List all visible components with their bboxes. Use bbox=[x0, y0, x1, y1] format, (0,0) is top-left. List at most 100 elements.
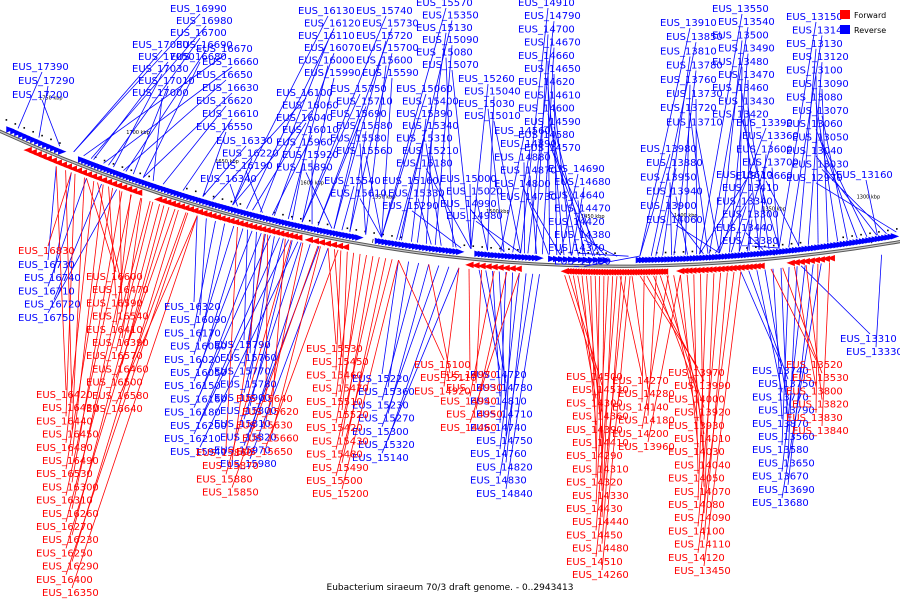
forward-gene-label: EUS_15510 bbox=[306, 397, 363, 408]
reverse-gene-label: EUS_16000 bbox=[298, 56, 355, 67]
leader-line bbox=[249, 244, 311, 433]
reverse-gene-label: EUS_16160 bbox=[170, 394, 227, 405]
leader-line bbox=[695, 127, 720, 254]
reverse-gene-label: EUS_15260 bbox=[458, 74, 515, 85]
reverse-gene-label: EUS_16190 bbox=[216, 161, 273, 172]
forward-gene-label: EUS_16640 bbox=[86, 404, 143, 415]
forward-gene-label: EUS_14000 bbox=[668, 394, 725, 405]
leader-line bbox=[108, 37, 201, 166]
reverse-gene-label: EUS_15040 bbox=[464, 86, 521, 97]
scale-label: 1550 kbp bbox=[372, 194, 396, 200]
reverse-gene-label: EUS_16550 bbox=[196, 122, 253, 133]
reverse-gene-label: EUS_13070 bbox=[792, 106, 849, 117]
leader-line bbox=[71, 215, 198, 589]
reverse-gene-label: EUS_15390 bbox=[396, 109, 453, 120]
leader-line bbox=[728, 53, 749, 253]
leader-line bbox=[487, 108, 505, 252]
scale-dot bbox=[23, 127, 26, 129]
forward-gene-glyph bbox=[501, 264, 510, 272]
leader-line bbox=[751, 245, 780, 249]
reverse-gene-label: EUS_14740 bbox=[470, 423, 527, 434]
forward-gene-label: EUS_14920 bbox=[414, 386, 471, 397]
reverse-gene-label: EUS_15810 bbox=[214, 419, 271, 430]
leader-line bbox=[520, 7, 549, 254]
forward-gene-glyph bbox=[334, 242, 344, 250]
forward-gene-label: EUS_16410 bbox=[86, 325, 143, 336]
leader-line bbox=[65, 170, 73, 404]
reverse-gene-label: EUS_13160 bbox=[836, 170, 893, 181]
forward-gene-label: EUS_14410 bbox=[572, 438, 629, 449]
reverse-gene-glyph bbox=[602, 256, 612, 264]
leader-line bbox=[469, 208, 505, 253]
reverse-gene-label: EUS_13440 bbox=[716, 223, 773, 234]
reverse-gene-label: EUS_13060 bbox=[786, 119, 843, 130]
reverse-gene-label: EUS_15820 bbox=[220, 432, 277, 443]
forward-gene-glyph bbox=[477, 262, 486, 270]
leader-line bbox=[123, 79, 227, 171]
scale-dot bbox=[41, 134, 43, 137]
leader-line bbox=[662, 56, 691, 256]
leader-line bbox=[381, 262, 420, 401]
leader-line bbox=[572, 275, 597, 399]
leader-line bbox=[595, 276, 618, 531]
forward-gene-label: EUS_14970 bbox=[440, 370, 497, 381]
leader-line bbox=[71, 184, 104, 457]
forward-gene-label: EUS_15630 bbox=[236, 420, 293, 431]
forward-gene-label: EUS_15490 bbox=[312, 463, 369, 474]
leader-line bbox=[193, 225, 235, 355]
leader-line bbox=[807, 62, 823, 245]
leader-line bbox=[202, 131, 227, 197]
leader-line bbox=[475, 272, 508, 410]
reverse-gene-label: EUS_15680 bbox=[336, 121, 393, 132]
leader-line bbox=[249, 236, 275, 380]
leader-line bbox=[718, 40, 743, 254]
forward-gene-label: EUS_16600 bbox=[86, 272, 143, 283]
leader-line bbox=[718, 127, 767, 254]
leader-line bbox=[335, 254, 367, 424]
leader-line bbox=[756, 270, 783, 393]
reverse-gene-label: EUS_14350 bbox=[554, 256, 611, 267]
reverse-gene-label: EUS_14690 bbox=[548, 164, 605, 175]
leader-line bbox=[659, 275, 705, 408]
leader-line bbox=[396, 106, 433, 240]
leader-line bbox=[741, 119, 780, 249]
gene-labels: EUS_17390EUS_17290EUS_17200EUS_16990EUS_… bbox=[12, 0, 900, 599]
leader-line bbox=[431, 155, 457, 248]
reverse-gene-label: EUS_13680 bbox=[752, 498, 809, 509]
scale-dot bbox=[391, 235, 393, 237]
forward-gene-label: EUS_14030 bbox=[668, 447, 725, 458]
reverse-gene-label: EUS_13760 bbox=[660, 75, 717, 86]
reverse-gene-label: EUS_14470 bbox=[554, 204, 611, 215]
leader-line bbox=[468, 268, 471, 371]
leader-line bbox=[341, 260, 399, 490]
scale-dot bbox=[869, 232, 871, 235]
leader-line bbox=[38, 85, 49, 138]
forward-gene-glyph bbox=[826, 254, 835, 262]
forward-gene-label: EUS_14200 bbox=[612, 429, 669, 440]
reverse-gene-label: EUS_14840 bbox=[476, 489, 533, 500]
forward-gene-label: EUS_15850 bbox=[202, 488, 259, 499]
leader-line bbox=[260, 40, 329, 213]
leader-line bbox=[469, 272, 520, 423]
leader-line bbox=[684, 84, 691, 255]
forward-gene-label: EUS_14040 bbox=[674, 460, 731, 471]
leader-line bbox=[425, 131, 433, 244]
legend: Forward Reverse bbox=[840, 10, 886, 35]
leader-line bbox=[265, 249, 339, 447]
forward-gene-glyph bbox=[712, 265, 721, 273]
leader-line bbox=[428, 264, 451, 374]
forward-gene-glyph bbox=[316, 239, 326, 246]
leader-line bbox=[505, 273, 527, 463]
forward-gene-label: EUS_15870 bbox=[202, 461, 259, 472]
scale-dot bbox=[148, 175, 150, 178]
reverse-gene-label: EUS_17390 bbox=[12, 62, 69, 73]
reverse-gene-label: EUS_15940 bbox=[170, 447, 227, 458]
leader-line bbox=[335, 257, 380, 450]
reverse-gene-label: EUS_16150 bbox=[164, 381, 221, 392]
leader-line bbox=[771, 167, 780, 249]
reverse-gene-label: EUS_14730 bbox=[500, 192, 557, 203]
reverse-gene-label: EUS_14890 bbox=[500, 139, 557, 150]
reverse-gene-label: EUS_16010 bbox=[282, 125, 339, 136]
reverse-gene-label: EUS_16180 bbox=[164, 408, 221, 419]
